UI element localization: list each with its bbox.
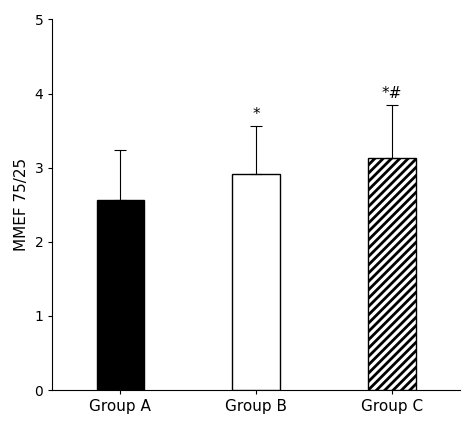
Bar (97, 200, 144, 390)
Y-axis label: MMEF 75/25: MMEF 75/25 (14, 158, 29, 251)
Bar (368, 158, 416, 390)
Text: *: * (253, 107, 260, 122)
Bar (232, 174, 280, 390)
Text: *#: *# (382, 86, 402, 101)
